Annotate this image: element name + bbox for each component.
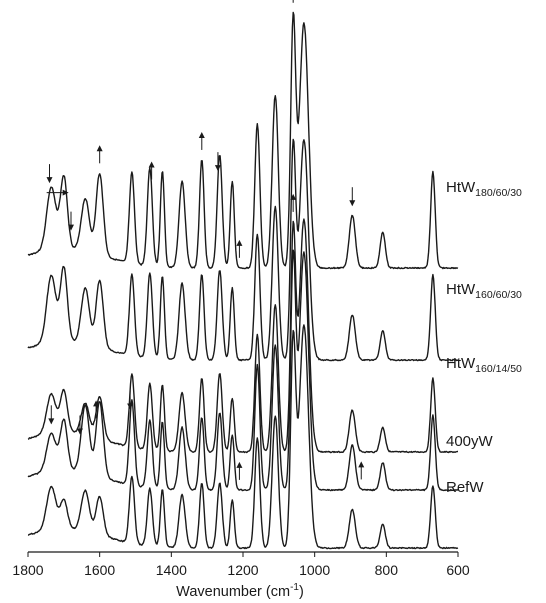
series-label-2: HtW160/60/30 [446, 281, 522, 301]
arrow-up-1-9 [292, 0, 294, 3]
x-tick-label-1400: 1400 [156, 562, 187, 578]
arrow-down-1-2 [68, 211, 74, 231]
x-tick-label-600: 600 [446, 562, 470, 578]
arrow-down-4-1 [48, 405, 55, 425]
peak-change-arrows [46, 0, 365, 480]
arrow-up-1-4 [96, 145, 103, 164]
series-labels: HtW180/60/30 HtW160/60/30 HtW160/14/50 400y… [446, 179, 522, 496]
arrow-down-1-7 [214, 152, 221, 172]
arrow-up-4-5 [236, 461, 243, 480]
arrow-down-4-2 [76, 415, 83, 435]
series-label-4: 400yW [446, 433, 494, 450]
arrow-up-1-5 [148, 161, 155, 180]
series-label-1: HtW180/60/30 [446, 179, 522, 199]
arrow-down-1-10 [349, 187, 356, 207]
spectrum-line-2 [27, 138, 459, 362]
arrow-up-1-6 [198, 131, 205, 150]
arrow-up-4-6 [358, 461, 365, 480]
series-label-5: RefW [446, 479, 484, 496]
x-tick-label-1600: 1600 [84, 562, 115, 578]
arrow-right-1-3 [46, 189, 69, 196]
x-tick-label-800: 800 [375, 562, 399, 578]
x-axis-title: Wavenumber (cm-1) [176, 582, 304, 600]
arrow-up-4-3 [93, 400, 100, 419]
arrow-down-1-1 [46, 164, 53, 184]
spectrum-line-4 [27, 249, 459, 492]
x-tick-label-1200: 1200 [227, 562, 258, 578]
x-axis-ticks: 1800 1600 1400 1200 1000 800 600 [12, 552, 470, 578]
arrow-up-1-8 [236, 239, 243, 258]
x-tick-label-1800: 1800 [12, 562, 43, 578]
spectra-traces [27, 11, 459, 550]
spectrum-line-5 [27, 324, 459, 550]
series-label-3: HtW160/14/50 [446, 355, 522, 375]
arrow-up-3-1 [290, 193, 297, 212]
x-tick-label-1000: 1000 [299, 562, 330, 578]
arrow-down-4-4 [127, 390, 134, 410]
spectrum-line-1 [27, 11, 459, 270]
spectrum-line-3 [27, 218, 458, 454]
